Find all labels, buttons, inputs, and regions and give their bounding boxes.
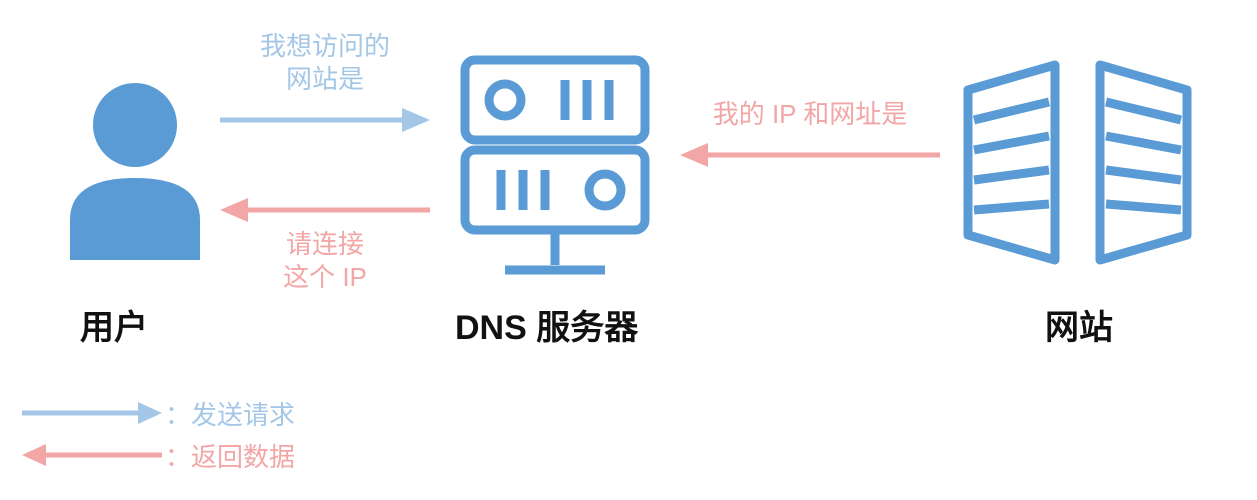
msg-user-to-dns: 我想访问的 网站是 [230, 30, 420, 95]
diagram-stage: 我想访问的 网站是 请连接 这个 IP 我的 IP 和网址是 用户 DNS 服务… [0, 0, 1257, 500]
msg-line: 这个 IP [283, 262, 367, 292]
legend-text-send: ：发送请求 [165, 395, 295, 432]
node-label-user: 用户 [80, 300, 148, 349]
user-icon [60, 70, 210, 260]
node-label-site: 网站 [1045, 300, 1113, 349]
legend-arrow-send [22, 398, 162, 428]
legend-arrow-recv [22, 440, 162, 470]
node-label-dns: DNS 服务器 [455, 300, 638, 349]
msg-dns-to-user: 请连接 这个 IP [250, 228, 400, 293]
arrow-user-to-dns [220, 100, 430, 140]
msg-line: 我的 IP 和网址是 [713, 99, 908, 129]
arrow-dns-to-user [220, 190, 430, 230]
arrow-site-to-dns [680, 135, 940, 175]
msg-line: 网站是 [286, 64, 364, 94]
legend-text-recv: ：返回数据 [165, 437, 295, 474]
msg-line: 请连接 [286, 229, 364, 259]
msg-site-to-dns: 我的 IP 和网址是 [690, 98, 930, 131]
server-icon [455, 55, 655, 280]
msg-line: 我想访问的 [260, 31, 390, 61]
datacenter-icon [960, 60, 1195, 265]
